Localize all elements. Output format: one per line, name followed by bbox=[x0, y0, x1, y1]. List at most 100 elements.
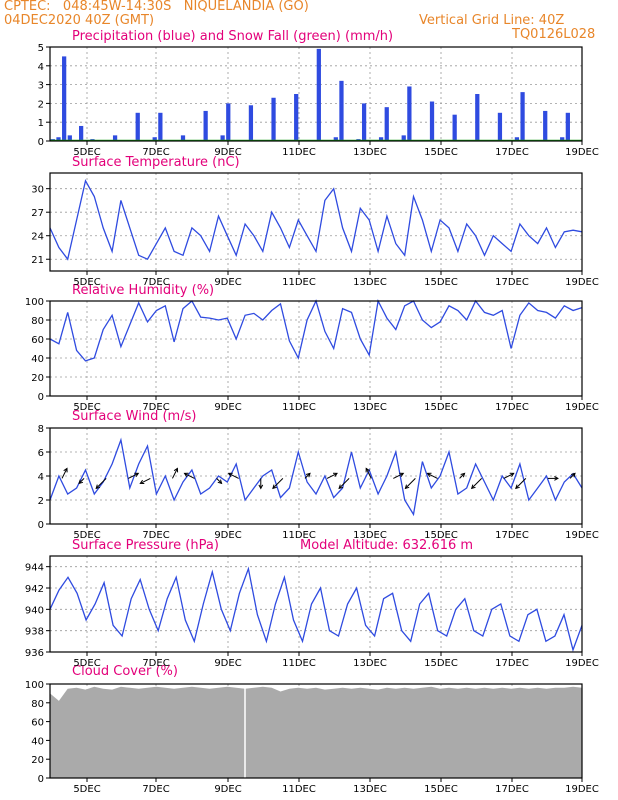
wind-arrow-head bbox=[332, 472, 338, 477]
rh-xtick-label: 15DEC bbox=[424, 402, 458, 413]
precip-bar bbox=[67, 135, 72, 141]
precip-ytick-label: 2 bbox=[38, 99, 44, 110]
cloud-xtick-label: 5DEC bbox=[73, 784, 100, 795]
wind-title: Surface Wind (m/s) bbox=[72, 409, 197, 424]
precip-bar bbox=[158, 112, 163, 141]
precip-bar bbox=[135, 112, 140, 141]
precip-xtick-label: 7DEC bbox=[142, 147, 169, 158]
pres-ytick-label: 942 bbox=[25, 584, 44, 595]
wind-xtick-label: 17DEC bbox=[495, 530, 529, 541]
wind-arrow-head bbox=[95, 484, 101, 490]
pres-line bbox=[49, 566, 583, 653]
cloud-ytick-label: 60 bbox=[31, 718, 44, 729]
wind-ytick-label: 4 bbox=[38, 472, 44, 483]
precip-bar bbox=[401, 135, 406, 141]
pres-xtick-label: 5DEC bbox=[73, 658, 100, 669]
wind-arrow-head bbox=[134, 472, 140, 477]
precip-frame bbox=[49, 46, 583, 142]
cloud-title: Cloud Cover (%) bbox=[72, 664, 178, 679]
cloud-cover-area bbox=[50, 686, 582, 778]
wind-arrow bbox=[471, 478, 483, 489]
precip-ytick-label: 4 bbox=[38, 62, 44, 73]
cloud-xtick-label: 19DEC bbox=[565, 784, 599, 795]
rh-xtick-label: 9DEC bbox=[214, 402, 241, 413]
wind-arrow-head bbox=[258, 484, 264, 490]
precip-bar bbox=[407, 86, 412, 141]
wind-ytick-label: 6 bbox=[38, 448, 44, 459]
precip-bar bbox=[79, 125, 84, 141]
wind-arrow bbox=[78, 478, 85, 484]
rh-xtick-label: 13DEC bbox=[353, 402, 387, 413]
wind-arrow-head bbox=[63, 467, 68, 473]
cloud-xtick-label: 13DEC bbox=[353, 784, 387, 795]
precip-ytick-label: 0 bbox=[38, 137, 44, 148]
precip-bar bbox=[384, 107, 389, 141]
pres-panel: 936 938 940 942 944 5DEC 7DEC 9DEC 11DEC 13DEC 15D… bbox=[25, 555, 599, 669]
precip-bar bbox=[112, 135, 118, 141]
wind-arrow-head bbox=[554, 476, 559, 481]
precip-ytick-label: 1 bbox=[38, 118, 44, 129]
wind-arrow bbox=[61, 468, 68, 479]
wind-xtick-label: 11DEC bbox=[282, 530, 316, 541]
precip-bar bbox=[452, 114, 457, 141]
temp-ytick-label: 21 bbox=[31, 255, 44, 266]
temp-title: Surface Temperature (nC) bbox=[72, 155, 240, 170]
wind-arrow bbox=[140, 477, 151, 484]
wind-arrow bbox=[216, 478, 222, 484]
pres-altitude: Model Altitude: 632.616 m bbox=[300, 538, 474, 553]
wind-arrow bbox=[228, 472, 239, 479]
cloud-ytick-label: 80 bbox=[31, 699, 44, 710]
precip-bar bbox=[497, 112, 503, 141]
wind-arrow bbox=[95, 478, 107, 489]
pres-ytick-label: 944 bbox=[25, 563, 44, 574]
rh-ytick-label: 0 bbox=[38, 392, 44, 403]
temp-xtick-label: 7DEC bbox=[142, 277, 169, 288]
precip-panel: 0 1 2 3 4 5 5DEC 7DEC 9DEC 11DEC 13DEC 15DEC 17DEC 19… bbox=[38, 43, 599, 158]
cloud-xtick-label: 7DEC bbox=[142, 784, 169, 795]
precip-bar bbox=[565, 112, 570, 141]
temp-frame bbox=[49, 172, 583, 272]
precip-bar bbox=[248, 105, 254, 141]
temp-xtick-label: 19DEC bbox=[565, 277, 599, 288]
precip-bar bbox=[333, 137, 338, 141]
wind-arrow bbox=[304, 473, 311, 479]
wind-arrow bbox=[184, 472, 195, 479]
rh-xtick-label: 5DEC bbox=[73, 402, 100, 413]
wind-panel: 0 2 4 6 8 5DEC 7DEC 9DEC 11DEC 13DEC 15DEC 17DEC 19D… bbox=[38, 424, 599, 541]
temp-ytick-label: 27 bbox=[31, 208, 44, 219]
cloud-ytick-label: 0 bbox=[38, 774, 44, 785]
wind-arrow-head bbox=[515, 484, 520, 490]
wind-arrow-head bbox=[399, 472, 405, 477]
wind-arrow-head bbox=[470, 484, 476, 490]
cloud-ytick-label: 20 bbox=[31, 755, 44, 766]
rh-ytick-label: 60 bbox=[31, 335, 44, 346]
wind-arrow bbox=[128, 472, 139, 479]
cloud-xtick-label: 15DEC bbox=[424, 784, 458, 795]
wind-arrow bbox=[338, 478, 350, 489]
precip-bar bbox=[514, 137, 520, 141]
precip-bar bbox=[152, 137, 157, 141]
header-station: CPTEC: 048:45W-14:30S NIQUELANDIA (GO) bbox=[4, 0, 309, 14]
cloud-ytick-label: 100 bbox=[25, 680, 44, 691]
rh-ytick-label: 40 bbox=[31, 354, 44, 365]
temp-xtick-label: 9DEC bbox=[214, 277, 241, 288]
rh-ytick-label: 20 bbox=[31, 373, 44, 384]
precip-bar bbox=[226, 103, 231, 141]
wind-arrow bbox=[405, 478, 416, 489]
wind-arrow-head bbox=[571, 472, 576, 478]
wind-arrow-head bbox=[272, 484, 277, 490]
wind-xtick-label: 9DEC bbox=[214, 530, 241, 541]
cloud-xtick-label: 11DEC bbox=[282, 784, 316, 795]
pres-ytick-label: 940 bbox=[25, 605, 44, 616]
header-model-id: TQ0126L028 bbox=[512, 27, 596, 42]
cloud-panel: 0 20 40 60 80 100 5DEC 7DEC 9DEC 11DEC 13DEC 15DEC 1… bbox=[25, 680, 599, 795]
precip-bar bbox=[294, 94, 299, 141]
wind-arrow bbox=[427, 472, 438, 479]
precip-bar bbox=[316, 48, 321, 141]
wind-arrow-head bbox=[183, 472, 189, 477]
wind-xtick-label: 15DEC bbox=[424, 530, 458, 541]
pres-frame bbox=[49, 555, 583, 653]
wind-arrow-head bbox=[173, 467, 179, 473]
pres-xtick-label: 9DEC bbox=[214, 658, 241, 669]
precip-xtick-label: 13DEC bbox=[353, 147, 387, 158]
